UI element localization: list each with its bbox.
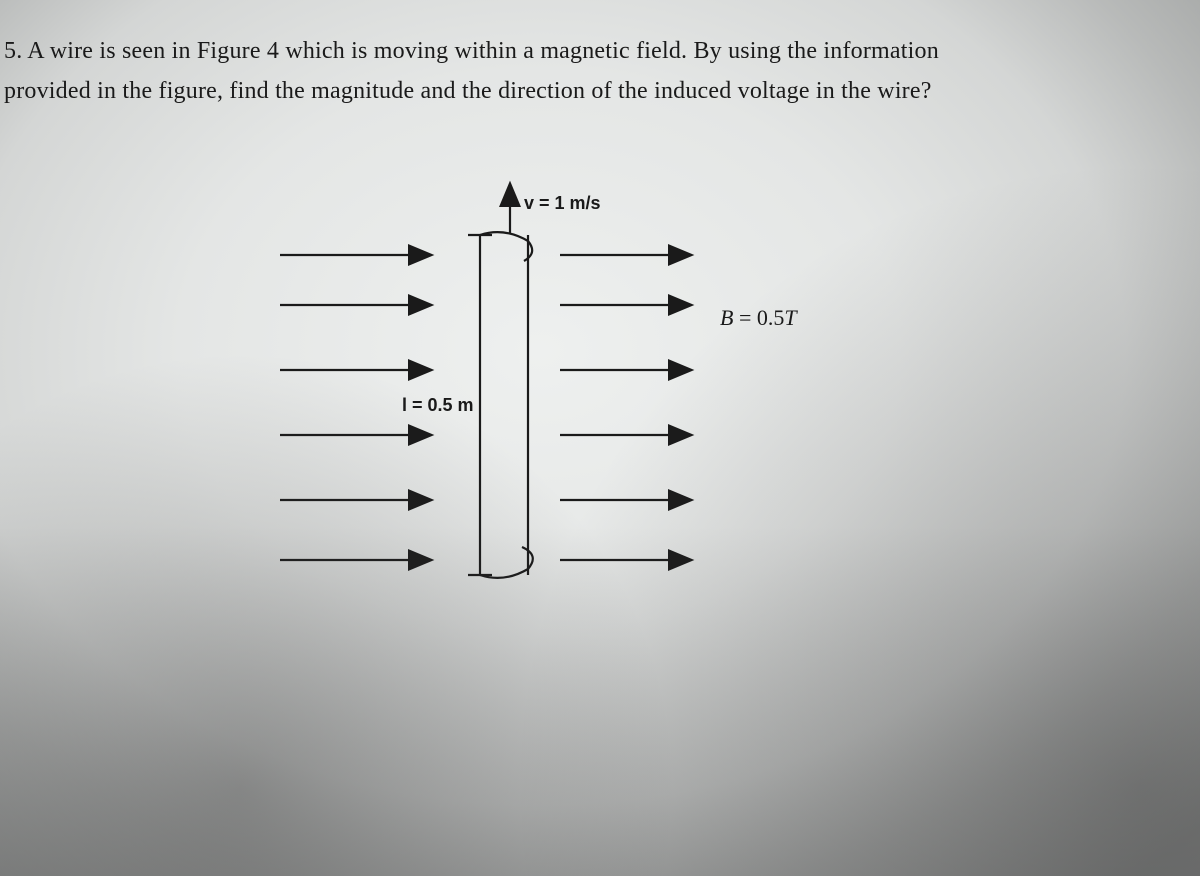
question-text: 5. A wire is seen in Figure 4 which is m… [4,32,1160,111]
wire [468,232,533,578]
page: 5. A wire is seen in Figure 4 which is m… [0,0,1200,876]
question-line1: A wire is seen in Figure 4 which is movi… [27,38,939,64]
question-number: 5. [4,38,22,64]
question-line2: provided in the figure, find the magnitu… [4,78,932,104]
figure-4: v = 1 m/s l = 0.5 m B = 0.5T [220,175,840,615]
length-label: l = 0.5 m [402,395,474,415]
field-label: B = 0.5T [720,305,798,330]
field-arrows-right [560,255,690,560]
velocity-label: v = 1 m/s [524,193,601,213]
figure-svg: v = 1 m/s l = 0.5 m B = 0.5T [220,175,840,615]
